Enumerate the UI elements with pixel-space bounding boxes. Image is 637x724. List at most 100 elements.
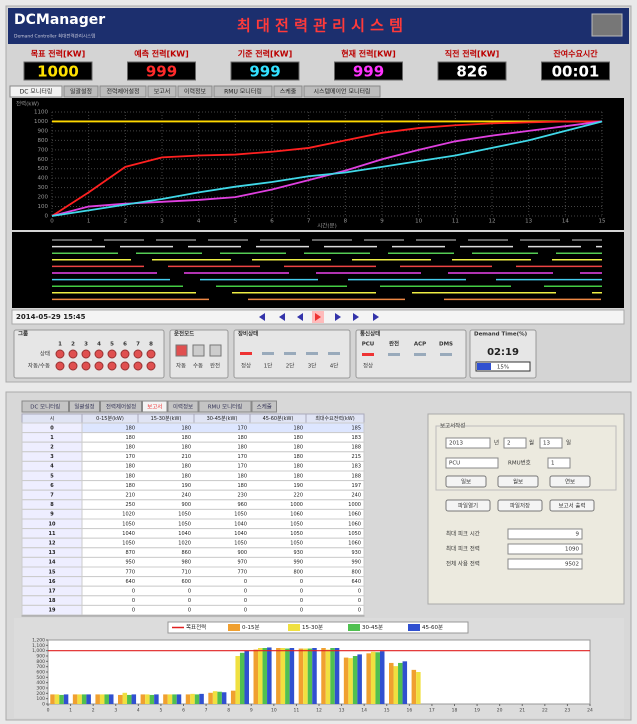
metric-label: 목표 전력[KW] bbox=[31, 49, 86, 59]
bar bbox=[325, 649, 331, 704]
x-tick-label: 23 bbox=[565, 708, 571, 714]
group-indicator bbox=[81, 361, 91, 371]
table-cell: 18 bbox=[49, 598, 56, 604]
nav-button[interactable] bbox=[259, 313, 265, 321]
table-cell: 180 bbox=[181, 473, 191, 479]
unit: 일 bbox=[566, 439, 571, 447]
table-header: 15-30분(kW) bbox=[151, 416, 182, 422]
group-indicator bbox=[68, 349, 78, 359]
metric-box bbox=[334, 61, 403, 81]
bar bbox=[108, 694, 114, 704]
x-tick-label: 22 bbox=[542, 708, 548, 714]
nav-button[interactable] bbox=[315, 313, 321, 321]
tab-label: 이력정보 bbox=[173, 403, 193, 411]
table-cell: 188 bbox=[351, 473, 361, 479]
plot-area bbox=[47, 639, 591, 705]
file-button[interactable] bbox=[497, 499, 543, 512]
table-cell: 1020 bbox=[122, 512, 135, 518]
x-tick-label: 15 bbox=[599, 219, 606, 225]
tab[interactable] bbox=[177, 85, 213, 98]
x-tick-label: 9 bbox=[250, 708, 253, 714]
metric-value: 00:01 bbox=[552, 63, 600, 81]
comm-led bbox=[388, 353, 400, 356]
nav-button[interactable] bbox=[353, 313, 359, 321]
rmu-label: RMU번호 bbox=[508, 459, 531, 467]
nav-button[interactable] bbox=[373, 313, 379, 321]
group-indicator bbox=[133, 361, 143, 371]
tab[interactable] bbox=[142, 400, 168, 413]
year-input[interactable] bbox=[445, 437, 491, 449]
table-cell: 180 bbox=[237, 473, 247, 479]
month-input[interactable] bbox=[503, 437, 527, 449]
group-number: 7 bbox=[136, 342, 140, 348]
title-bar bbox=[8, 8, 629, 44]
tab-label: 전력제어설정 bbox=[106, 403, 136, 411]
table-cell: 980 bbox=[181, 560, 191, 566]
field-value: 9 bbox=[576, 532, 580, 538]
y-tick-label: 100 bbox=[38, 204, 49, 210]
y-tick-label: 700 bbox=[38, 147, 49, 153]
logo-icon bbox=[591, 13, 623, 37]
table-cell: 170 bbox=[125, 454, 135, 460]
mode-button[interactable] bbox=[192, 344, 205, 357]
tab[interactable] bbox=[147, 85, 177, 98]
day-input[interactable] bbox=[539, 437, 563, 449]
table-cell: 10 bbox=[49, 521, 56, 527]
tab[interactable] bbox=[251, 400, 277, 413]
x-tick-label: 4 bbox=[137, 708, 140, 714]
y-tick-label: 600 bbox=[36, 670, 45, 676]
tab[interactable] bbox=[63, 85, 99, 98]
mode-button[interactable] bbox=[209, 344, 222, 357]
y-tick-label: 300 bbox=[38, 185, 49, 191]
tab-label: 시스템메이언 모니터링 bbox=[313, 88, 370, 96]
file-button[interactable] bbox=[549, 499, 595, 512]
nav-button[interactable] bbox=[279, 313, 285, 321]
tab[interactable] bbox=[213, 85, 273, 98]
tab[interactable] bbox=[303, 85, 381, 98]
table-cell: 0 bbox=[132, 598, 135, 604]
legend-label: 목표전력 bbox=[186, 623, 206, 631]
table-cell: 180 bbox=[181, 464, 191, 470]
group-indicator bbox=[120, 361, 130, 371]
table-cell: 770 bbox=[237, 569, 247, 575]
table-cell: 1050 bbox=[234, 541, 247, 547]
group-indicator bbox=[107, 349, 117, 359]
tab[interactable] bbox=[100, 400, 142, 413]
mode-button[interactable] bbox=[175, 344, 188, 357]
field-box bbox=[507, 558, 583, 570]
bar bbox=[72, 694, 78, 704]
group-indicator bbox=[120, 349, 130, 359]
y-tick-label: 500 bbox=[36, 675, 45, 681]
table-cell: 9 bbox=[50, 512, 54, 518]
tab[interactable] bbox=[167, 400, 199, 413]
table-cell: 11 bbox=[49, 531, 56, 537]
tab[interactable] bbox=[99, 85, 147, 98]
table-cell: 0 bbox=[188, 589, 191, 595]
nav-button[interactable] bbox=[335, 313, 341, 321]
report-button[interactable] bbox=[549, 475, 591, 488]
report-button[interactable] bbox=[445, 475, 487, 488]
table-cell: 640 bbox=[351, 579, 361, 585]
comm-label: ACP bbox=[414, 342, 426, 348]
bar bbox=[375, 652, 380, 704]
tab[interactable] bbox=[69, 400, 100, 413]
x-tick-label: 12 bbox=[316, 708, 322, 714]
tab[interactable] bbox=[9, 85, 63, 98]
report-button[interactable] bbox=[497, 475, 539, 488]
bar bbox=[379, 651, 385, 704]
comm-label: DMS bbox=[439, 342, 453, 348]
metric-box bbox=[23, 61, 93, 81]
table-cell: 640 bbox=[125, 579, 135, 585]
table-cell: 1040 bbox=[234, 531, 247, 537]
rmu-input[interactable] bbox=[547, 457, 571, 469]
tab[interactable] bbox=[273, 85, 303, 98]
nav-button[interactable] bbox=[297, 313, 303, 321]
tab[interactable] bbox=[21, 400, 69, 413]
file-button[interactable] bbox=[445, 499, 491, 512]
x-tick-label: 6 bbox=[270, 219, 274, 225]
table-cell: 190 bbox=[293, 483, 303, 489]
table-cell: 0 bbox=[132, 589, 135, 595]
device-select[interactable] bbox=[445, 457, 499, 469]
y-tick-label: 800 bbox=[36, 659, 45, 665]
tab[interactable] bbox=[198, 400, 252, 413]
